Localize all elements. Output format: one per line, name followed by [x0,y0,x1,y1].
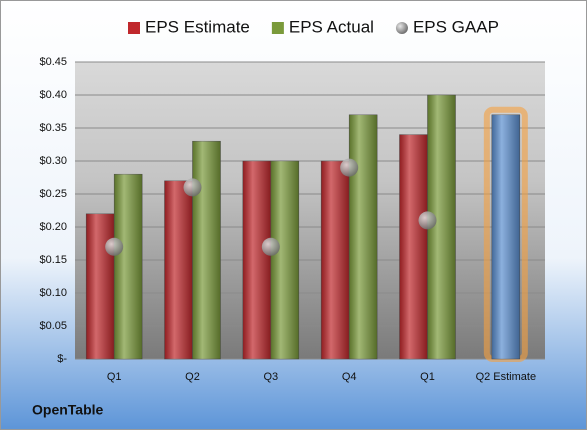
legend-marker [128,22,140,34]
gaap-marker [418,211,437,230]
bar-shine [321,161,350,359]
x-tick-label: Q4 [342,371,357,383]
x-tick-label: Q1 [420,371,435,383]
gaap-marker [340,158,359,177]
bar-shine [270,161,299,359]
y-tick-label: $0.45 [39,56,67,68]
bar-shine [491,114,520,359]
bar-shine [114,174,143,359]
gaap-marker [261,237,280,256]
bar-shine [192,141,221,359]
bar-shine [86,213,115,359]
y-tick-label: $0.10 [39,287,67,299]
bar-shine [242,161,271,359]
y-tick-label: $0.30 [39,155,67,167]
x-tick-label: Q1 [107,371,122,383]
legend-label: EPS GAAP [413,17,499,36]
legend-marker [395,22,408,34]
footer: OpenTable [32,402,104,418]
legend-label: EPS Actual [289,17,374,36]
y-tick-label: $0.40 [39,89,67,101]
plot-area [75,62,545,359]
y-tick-label: $0.25 [39,188,67,200]
bar-shine [399,134,428,359]
y-tick-label: $- [57,353,67,365]
y-tick-label: $0.20 [39,221,67,233]
gaap-marker [105,237,124,256]
bar-shine [349,114,378,359]
bar-shine [164,180,193,359]
x-tick-label: Q2 [185,371,200,383]
x-tick-label: Q2 Estimate [476,371,537,383]
legend-label: EPS Estimate [145,17,250,36]
legend-marker [271,22,284,34]
y-tick-label: $0.35 [39,122,67,134]
y-tick-label: $0.05 [39,320,67,332]
gaap-marker [183,178,202,197]
x-tick-label: Q3 [263,371,278,383]
y-tick-label: $0.15 [39,254,67,266]
